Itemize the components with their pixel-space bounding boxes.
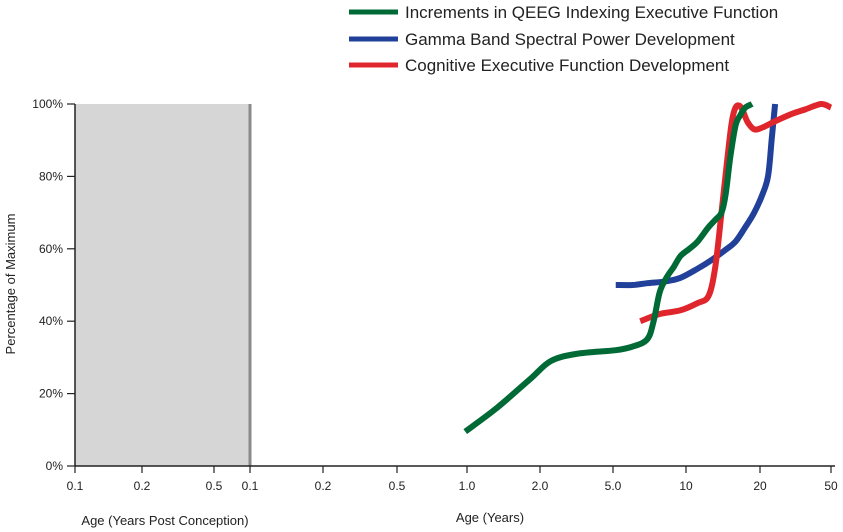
- x-tick-label: 0.5: [389, 479, 406, 493]
- prenatal-tick-label: 0.5: [206, 479, 223, 493]
- x-axis-title: Age (Years): [456, 510, 524, 525]
- legend-label-2: Gamma Band Spectral Power Development: [405, 30, 735, 49]
- series-line-1: [463, 101, 754, 435]
- prenatal-shaded-region: [75, 104, 250, 466]
- y-tick-label: 100%: [32, 97, 63, 111]
- x-axis-ticks: 0.1 0.2 0.5 0.1 0.2 0.5 1.0 2.0 5.0 10 20 50: [67, 466, 838, 493]
- x-tick-label: 50: [824, 479, 838, 493]
- x-tick-label: 0.1: [242, 479, 259, 493]
- x-tick-label: 5.0: [605, 479, 622, 493]
- x-tick-label: 1.0: [459, 479, 476, 493]
- y-tick-label: 80%: [39, 169, 63, 183]
- prenatal-axis-title: Age (Years Post Conception): [81, 513, 248, 528]
- y-tick-label: 0%: [46, 459, 64, 473]
- x-tick-label: 20: [753, 479, 767, 493]
- y-axis-title: Percentage of Maximum: [3, 214, 18, 355]
- y-tick-label: 40%: [39, 314, 63, 328]
- series-line-2: [615, 103, 779, 289]
- x-tick-label: 10: [679, 479, 693, 493]
- y-axis-ticks: 0% 20% 40% 60% 80% 100%: [32, 97, 75, 473]
- legend-label-1: Increments in QEEG Indexing Executive Fu…: [405, 3, 778, 22]
- y-tick-label: 60%: [39, 242, 63, 256]
- legend-label-3: Cognitive Executive Function Development: [405, 56, 729, 75]
- series-lines: [463, 101, 833, 435]
- prenatal-tick-label: 0.1: [67, 479, 84, 493]
- y-tick-label: 20%: [39, 387, 63, 401]
- x-tick-label: 2.0: [532, 479, 549, 493]
- x-tick-label: 0.2: [315, 479, 332, 493]
- legend: Increments in QEEG Indexing Executive Fu…: [349, 3, 778, 75]
- prenatal-tick-label: 0.2: [134, 479, 151, 493]
- series-line-3: [639, 101, 833, 325]
